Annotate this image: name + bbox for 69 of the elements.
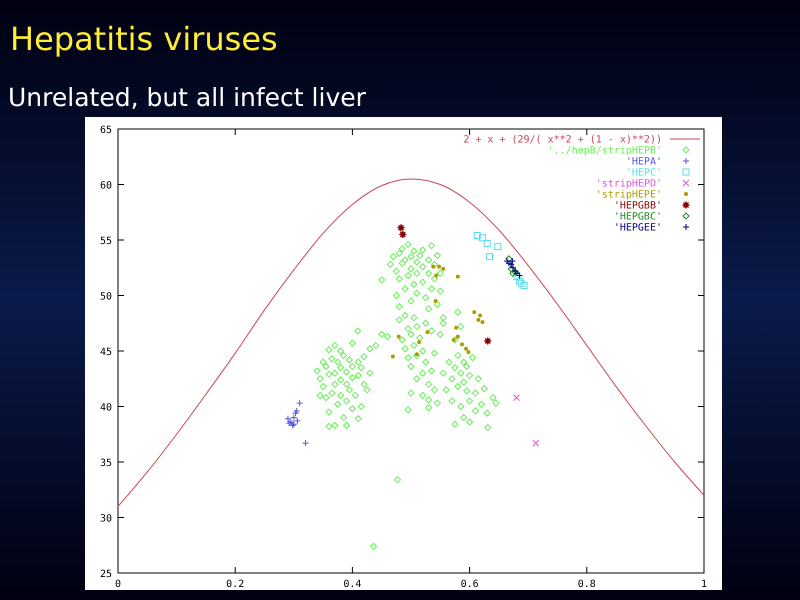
point [302,440,310,447]
legend-label: 'HEPC' [626,168,662,178]
point [509,270,516,277]
y-tick-label: 50 [100,292,112,302]
line-series [118,178,704,507]
chart-title: Hepatitis viruses [10,20,278,58]
point [454,326,458,330]
point [390,354,395,359]
legend-label: 2 + x + (29/( x**2 + (1 - x)**2)) [463,134,662,146]
point [456,274,460,279]
point [290,414,298,422]
legend-label: 'stripHEPD' [596,178,662,190]
y-tick-label: 25 [100,569,112,580]
x-tick-label: 0 [114,579,122,590]
x-tick-label: 0.8 [578,579,596,590]
point [516,278,523,285]
x-tick-label: 0.2 [226,579,244,590]
point [480,320,484,324]
point [508,260,515,268]
point [518,280,525,287]
point [434,299,438,304]
point [293,407,300,414]
point [478,313,482,318]
point [494,243,502,250]
point [508,258,516,265]
point [296,400,304,407]
point [484,337,492,346]
point [512,394,520,402]
legend-label: 'stripHEPE' [596,190,662,200]
y-tick-label: 40 [100,402,112,414]
point [464,346,468,351]
point [456,334,460,339]
point [294,417,301,424]
y-tick-label: 45 [100,347,112,358]
point [460,342,464,346]
legend-label: 'HEPGBB' [614,200,662,212]
legend-label: '../hepB/stripHEPB' [548,146,662,156]
x-tick-label: 0.4 [343,579,362,590]
x-tick-label: 0.6 [460,579,479,590]
point [466,350,470,354]
point [396,334,401,339]
point [398,230,407,238]
point [417,340,422,344]
point [441,266,446,271]
legend-label: 'HEPGEE' [614,222,662,234]
point [478,234,486,242]
y-tick-label: 60 [100,180,112,192]
point [505,255,512,262]
point [532,440,540,447]
y-tick-label: 65 [100,125,112,136]
point [472,310,476,314]
point [484,240,491,247]
legend-label: 'HEPGBC' [614,212,662,222]
point [434,274,438,278]
point [476,318,480,322]
x-tick-label: 1 [700,579,708,590]
point [486,253,494,260]
y-tick-label: 30 [100,514,112,524]
point [437,264,442,269]
point [425,330,430,334]
y-tick-label: 35 [100,458,112,469]
point [397,224,406,232]
point [292,410,300,417]
point [520,282,528,290]
legend-label: 'HEPA' [626,156,662,168]
y-tick-label: 55 [100,236,112,247]
point [474,232,481,240]
chart-subtitle: Unrelated, but all infect liver [8,83,367,112]
point [431,264,436,269]
